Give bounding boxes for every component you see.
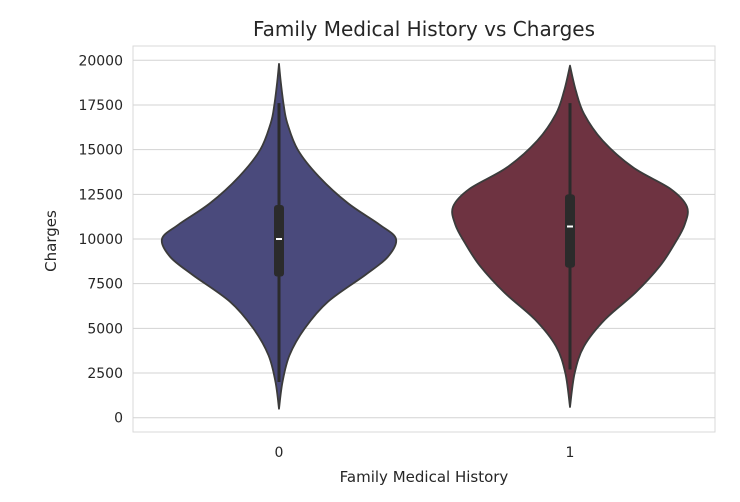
y-tick-label: 7500 bbox=[87, 277, 123, 293]
iqr-box-0 bbox=[274, 205, 284, 277]
iqr-box-1 bbox=[565, 194, 575, 268]
y-tick-label: 12500 bbox=[78, 187, 123, 203]
y-tick-label: 5000 bbox=[87, 321, 123, 337]
x-axis-label: Family Medical History bbox=[340, 468, 509, 486]
y-tick-labels: 0 2500 5000 7500 10000 12500 15000 17500 20000 bbox=[78, 53, 123, 426]
y-tick-label: 20000 bbox=[78, 53, 123, 69]
y-tick-label: 15000 bbox=[78, 143, 123, 159]
x-tick-label: 0 bbox=[275, 445, 284, 461]
y-tick-label: 0 bbox=[114, 411, 123, 427]
y-tick-label: 2500 bbox=[87, 366, 123, 382]
x-tick-label: 1 bbox=[566, 445, 575, 461]
y-axis-label: Charges bbox=[42, 210, 60, 272]
boxes-layer bbox=[274, 103, 575, 382]
y-tick-label: 10000 bbox=[78, 232, 123, 248]
y-tick-label: 17500 bbox=[78, 98, 123, 114]
chart-title: Family Medical History vs Charges bbox=[253, 17, 595, 41]
